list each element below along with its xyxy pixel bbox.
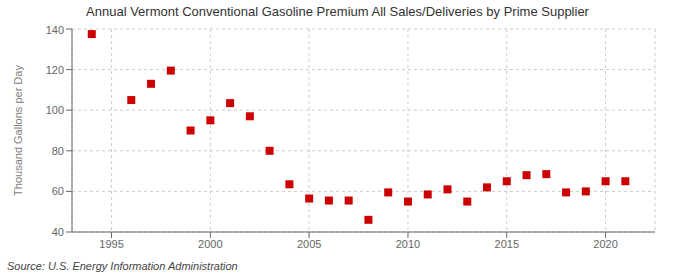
svg-text:2005: 2005 (297, 238, 321, 250)
html-text:Source: U.S. Energy Informatio: Source: U.S. Energy Information Administ… (7, 260, 238, 272)
svg-text:2020: 2020 (593, 238, 617, 250)
svg-text:100: 100 (46, 104, 64, 116)
svg-text:2015: 2015 (495, 238, 519, 250)
svg-text:2000: 2000 (198, 238, 222, 250)
svg-text:60: 60 (52, 185, 64, 197)
svg-text:140: 140 (46, 24, 64, 36)
svg-text:Thousand Gallons per Day: Thousand Gallons per Day (12, 65, 24, 196)
svg-text:80: 80 (52, 145, 64, 157)
html-text:Annual Vermont Conventional Ga: Annual Vermont Conventional Gasoline Pre… (86, 4, 589, 19)
svg-text:120: 120 (46, 64, 64, 76)
svg-text:1995: 1995 (99, 238, 123, 250)
svg-text:40: 40 (52, 226, 64, 238)
svg-text:2010: 2010 (396, 238, 420, 250)
